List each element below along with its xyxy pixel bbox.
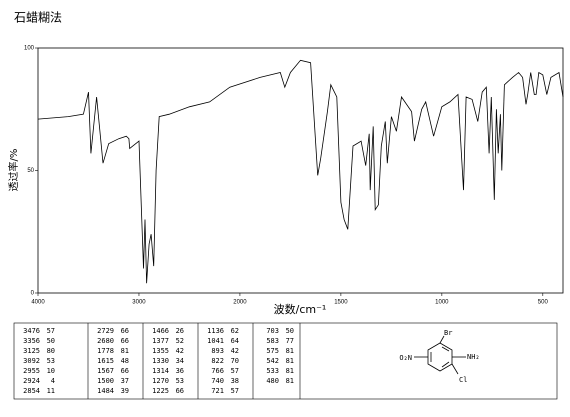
wavenumber-cell: 1270: [152, 377, 169, 385]
substituent-label: O₂N: [399, 354, 412, 362]
transmittance-cell: 80: [47, 347, 55, 355]
substituent-label: Cl: [459, 376, 467, 384]
peak-table-frame: [13, 322, 558, 400]
wavenumber-cell: 1355: [152, 347, 169, 355]
transmittance-cell: 39: [121, 387, 129, 395]
transmittance-cell: 48: [121, 357, 129, 365]
wavenumber-cell: 2729: [97, 327, 114, 335]
x-tick-label: 3000: [132, 300, 146, 306]
transmittance-cell: 38: [231, 377, 239, 385]
wavenumber-cell: 703: [266, 327, 279, 335]
wavenumber-cell: 2680: [97, 337, 114, 345]
x-tick-label: 1000: [435, 300, 449, 306]
wavenumber-cell: 1136: [207, 327, 224, 335]
table-dividers: [87, 323, 301, 399]
wavenumber-cell: 1314: [152, 367, 169, 375]
transmittance-cell: 36: [176, 367, 184, 375]
transmittance-cell: 57: [231, 387, 239, 395]
transmittance-cell: 64: [231, 337, 239, 345]
wavenumber-cell: 1615: [97, 357, 114, 365]
wavenumber-cell: 1041: [207, 337, 224, 345]
transmittance-cell: 81: [121, 347, 129, 355]
wavenumber-cell: 721: [211, 387, 224, 395]
spectrum-line: [37, 59, 564, 284]
transmittance-cell: 57: [47, 327, 55, 335]
wavenumber-cell: 822: [211, 357, 224, 365]
wavenumber-cell: 1500: [97, 377, 114, 385]
wavenumber-cell: 1330: [152, 357, 169, 365]
transmittance-cell: 42: [176, 347, 184, 355]
wavenumber-cell: 740: [211, 377, 224, 385]
wavenumber-cell: 1225: [152, 387, 169, 395]
x-tick-label: 2000: [233, 300, 247, 306]
wavenumber-cell: 893: [211, 347, 224, 355]
wavenumber-cell: 3092: [23, 357, 40, 365]
wavenumber-cell: 1778: [97, 347, 114, 355]
wavenumber-cell: 3356: [23, 337, 40, 345]
transmittance-cell: 34: [176, 357, 184, 365]
y-tick-label: 0: [31, 291, 35, 297]
wavenumber-cell: 1567: [97, 367, 114, 375]
wavenumber-cell: 575: [266, 347, 279, 355]
transmittance-cell: 11: [47, 387, 55, 395]
transmittance-cell: 66: [121, 327, 129, 335]
x-tick-label: 1500: [334, 300, 348, 306]
transmittance-cell: 77: [286, 337, 294, 345]
transmittance-cell: 81: [286, 377, 294, 385]
y-tick-label: 50: [27, 168, 34, 174]
transmittance-cell: 81: [286, 357, 294, 365]
transmittance-cell: 42: [231, 347, 239, 355]
transmittance-cell: 66: [176, 387, 184, 395]
wavenumber-cell: 2955: [23, 367, 40, 375]
x-tick-label: 4000: [31, 300, 45, 306]
x-tick-label: 500: [538, 300, 549, 306]
transmittance-cell: 70: [231, 357, 239, 365]
transmittance-cell: 66: [121, 337, 129, 345]
substituent-label: Br: [444, 329, 452, 337]
wavenumber-cell: 1466: [152, 327, 169, 335]
wavenumber-cell: 2854: [23, 387, 40, 395]
wavenumber-cell: 542: [266, 357, 279, 365]
wavenumber-cell: 3125: [23, 347, 40, 355]
wavenumber-cell: 480: [266, 377, 279, 385]
substituent-label: NH₂: [467, 353, 480, 361]
wavenumber-cell: 3476: [23, 327, 40, 335]
transmittance-cell: 4: [51, 377, 55, 385]
y-axis-label: 透过率/%: [7, 149, 20, 192]
transmittance-cell: 26: [176, 327, 184, 335]
plot-frame: [37, 47, 564, 294]
transmittance-cell: 10: [47, 367, 55, 375]
transmittance-cell: 50: [47, 337, 55, 345]
wavenumber-cell: 1484: [97, 387, 114, 395]
transmittance-cell: 81: [286, 347, 294, 355]
chart-title: 石蜡糊法: [14, 10, 62, 25]
wavenumber-cell: 583: [266, 337, 279, 345]
transmittance-cell: 62: [231, 327, 239, 335]
wavenumber-cell: 766: [211, 367, 224, 375]
transmittance-cell: 50: [286, 327, 294, 335]
y-tick-label: 100: [24, 46, 35, 52]
wavenumber-cell: 1377: [152, 337, 169, 345]
wavenumber-cell: 2924: [23, 377, 40, 385]
wavenumber-cell: 533: [266, 367, 279, 375]
transmittance-cell: 66: [121, 367, 129, 375]
transmittance-cell: 81: [286, 367, 294, 375]
transmittance-cell: 57: [231, 367, 239, 375]
x-axis-label: 波数/cm⁻¹: [274, 303, 327, 316]
transmittance-cell: 52: [176, 337, 184, 345]
benzene-ring: [414, 335, 466, 375]
transmittance-cell: 53: [176, 377, 184, 385]
transmittance-cell: 53: [47, 357, 55, 365]
transmittance-cell: 37: [121, 377, 129, 385]
